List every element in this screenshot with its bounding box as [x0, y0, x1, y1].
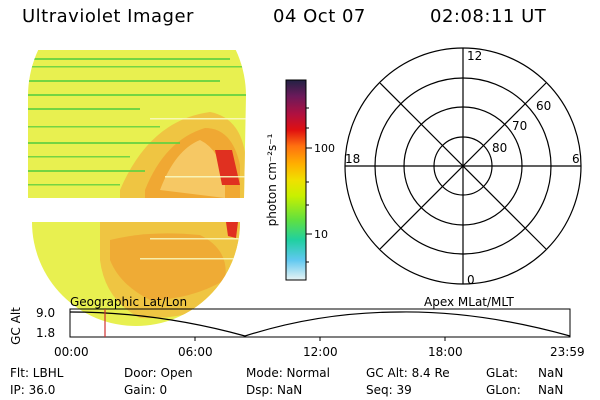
polar-label-0: 0 — [467, 273, 475, 287]
mode-info: Mode: Normal — [246, 366, 330, 380]
polar-label-12: 12 — [467, 49, 482, 63]
observation-date: 04 Oct 07 — [273, 6, 366, 27]
colorbar-tick-100: 100 — [314, 142, 335, 155]
door-info: Door: Open — [124, 366, 193, 380]
gain-info: Gain: 0 — [124, 383, 168, 397]
time-tick-1800: 18:00 — [428, 345, 463, 359]
gc-alt-info: GC Alt: 8.4 Re — [366, 366, 450, 380]
time-tick-0000: 00:00 — [54, 345, 89, 359]
ip-info: IP: 36.0 — [10, 383, 56, 397]
polar-label-60: 60 — [536, 99, 551, 113]
time-tick-2359: 23:59 — [550, 345, 585, 359]
colorbar-tick-10: 10 — [314, 228, 328, 241]
colorbar-scale — [285, 79, 307, 281]
polar-label-6: 6 — [572, 152, 580, 166]
uv-image-top — [28, 50, 246, 198]
filter-info: Flt: LBHL — [10, 366, 64, 380]
glat-label: GLat: — [486, 366, 519, 380]
glat-value: NaN — [538, 366, 564, 380]
time-tick-0600: 06:00 — [178, 345, 213, 359]
time-tick-1200: 12:00 — [303, 345, 338, 359]
glon-label: GLon: — [486, 383, 521, 397]
orbit-axis-title: GC Alt — [9, 307, 23, 345]
orbit-y-tick-1-8: 1.8 — [36, 326, 55, 340]
orbit-altitude-curve — [69, 311, 571, 337]
instrument-title: Ultraviolet Imager — [22, 6, 194, 27]
observation-time: 02:08:11 UT — [430, 6, 547, 27]
orbit-left-label: Geographic Lat/Lon — [70, 295, 187, 309]
colorbar-unit-label: photon cm⁻²s⁻¹ — [265, 133, 279, 226]
glon-value: NaN — [538, 383, 564, 397]
polar-label-18: 18 — [345, 152, 360, 166]
polar-label-70: 70 — [512, 119, 527, 133]
dsp-info: Dsp: NaN — [246, 383, 303, 397]
orbit-right-label: Apex MLat/MLT — [424, 295, 514, 309]
polar-label-80: 80 — [492, 141, 507, 155]
orbit-plot-frame — [69, 308, 571, 338]
orbit-y-tick-9: 9.0 — [36, 306, 55, 320]
seq-info: Seq: 39 — [366, 383, 412, 397]
